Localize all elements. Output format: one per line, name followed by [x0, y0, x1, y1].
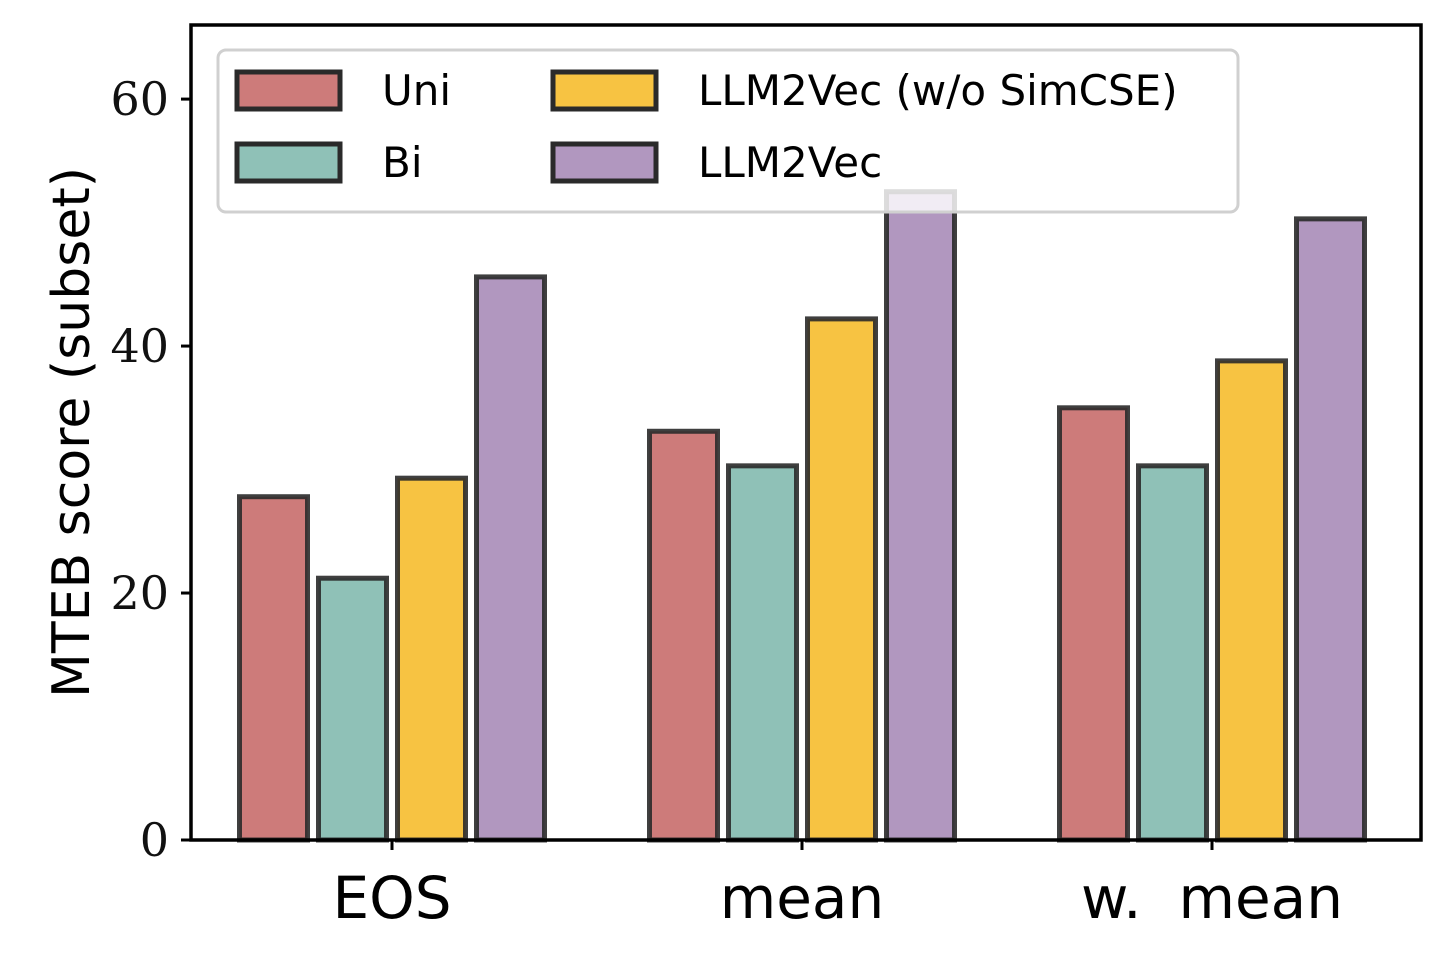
- legend-swatch: [550, 69, 659, 112]
- bar-llm2vec-w-o-simcse--0: [395, 475, 468, 843]
- bar-bi-1: [726, 463, 799, 843]
- x-tick-label: EOS: [332, 864, 451, 932]
- bar-bi-0: [316, 575, 389, 843]
- legend-label: Uni: [382, 66, 451, 115]
- bar-uni-0: [237, 494, 310, 843]
- y-tick-label: 0: [140, 813, 169, 867]
- legend-swatch: [550, 141, 659, 184]
- legend-swatch: [234, 141, 343, 184]
- bar-llm2vec-1: [884, 189, 957, 843]
- x-tick-label: mean: [720, 864, 884, 932]
- bars-layer: [237, 189, 1367, 843]
- x-tick-label: w. mean: [1081, 864, 1343, 932]
- y-tick-label: 20: [110, 566, 169, 620]
- legend-label: LLM2Vec (w/o SimCSE): [698, 66, 1178, 115]
- y-axis-title: MTEB score (subset): [42, 167, 102, 698]
- bar-llm2vec-w-o-simcse--2: [1215, 358, 1288, 843]
- axes-layer: 0 20 40 60 EOS mean w. mean: [110, 23, 1423, 932]
- y-tick-label: 40: [110, 319, 169, 373]
- bar-llm2vec-2: [1294, 216, 1367, 843]
- legend-label: Bi: [382, 138, 422, 187]
- legend: Uni Bi LLM2Vec (w/o SimCSE) LLM2Vec: [216, 48, 1240, 214]
- plot-frame: [189, 23, 1423, 842]
- bar-uni-1: [647, 428, 720, 843]
- y-tick-label: 60: [110, 72, 169, 126]
- bar-bi-2: [1136, 463, 1209, 843]
- bar-uni-2: [1057, 405, 1130, 843]
- bar-llm2vec-0: [474, 274, 547, 843]
- legend-label: LLM2Vec: [698, 138, 882, 187]
- legend-swatch: [234, 69, 343, 112]
- legend-box: [216, 48, 1240, 214]
- bar-llm2vec-w-o-simcse--1: [805, 316, 878, 843]
